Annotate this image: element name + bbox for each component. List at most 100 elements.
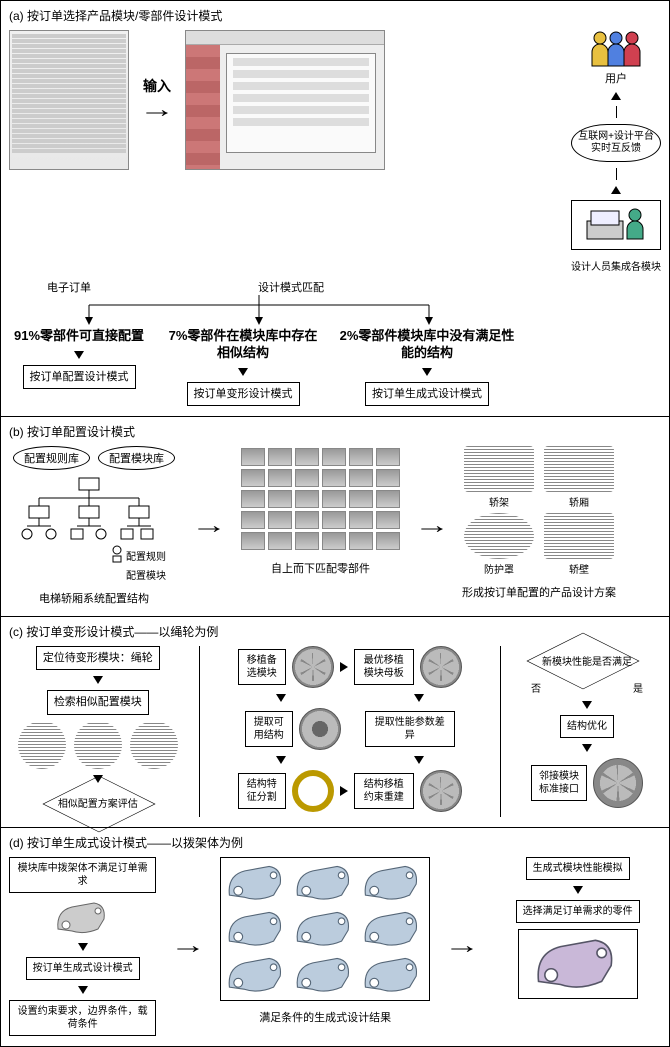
arrow-right-icon: → — [155, 932, 221, 960]
branches-row: 91%零部件可直接配置 按订单配置设计模式 7%零部件在模块库中存在相似结构 按… — [9, 328, 549, 406]
product-col: 轿架 防护罩 轿厢 轿壁 形成按订单配置的产品设计方案 — [462, 446, 616, 600]
arrow-up-icon — [611, 92, 621, 100]
vsep — [199, 646, 200, 817]
branch-1-mode: 按订单变形设计模式 — [187, 382, 300, 406]
arrow-up-2-icon — [611, 186, 621, 194]
d-mid: 满足条件的生成式设计结果 — [220, 857, 430, 1025]
branch-2-mode: 按订单生成式设计模式 — [365, 382, 489, 406]
section-d-row: 模块库中拨架体不满足订单需求 按订单生成式设计模式 设置约束要求，边界条件，载荷… — [9, 857, 661, 1036]
bracket-icon — [54, 899, 112, 937]
evaluate-text: 相似配置方案评估 — [58, 795, 138, 810]
wheel-icon — [593, 758, 643, 808]
config-left: 配置规则库 配置模块库 — [9, 446, 179, 606]
hatch-jiaobi — [544, 513, 614, 559]
hatch-jiaoxiang — [544, 446, 614, 492]
user-label: 用户 — [586, 70, 646, 86]
section-d-title: (d) 按订单生成式设计模式——以拨架体为例 — [9, 834, 661, 851]
arrow-down-icon — [582, 744, 592, 752]
extract-perf-box: 提取性能参数差异 — [365, 711, 455, 747]
wheel-icon — [299, 708, 341, 750]
arrow-down-icon — [414, 694, 424, 702]
input-label: 输入 — [143, 76, 171, 96]
section-b-title: (b) 按订单配置设计模式 — [9, 423, 661, 440]
branch-2-headline: 2%零部件模块库中没有满足性能的结构 — [337, 328, 517, 362]
rebuild-box: 结构移植约束重建 — [354, 773, 414, 809]
section-c: (c) 按订单变形设计模式——以绳轮为例 定位待变形模块：绳轮 检索相似配置模块… — [0, 616, 670, 828]
branch-1: 7%零部件在模块库中存在相似结构 按订单变形设计模式 — [163, 328, 323, 406]
select-box: 选择满足订单需求的零件 — [516, 900, 640, 923]
match-caption: 设计模式匹配 — [191, 279, 391, 295]
parts-grid — [239, 446, 402, 552]
label-jiaobi: 轿壁 — [569, 561, 589, 576]
ring-icon — [292, 770, 334, 812]
no-label: 否 — [531, 680, 541, 695]
newperf-diamond: 新模块性能是否满足 — [527, 646, 647, 674]
c-mid: 移植备选模块 最优移植模块母板 提取可用结构 提取性能参数差异 — [212, 646, 488, 812]
label-jiaoxiang: 轿厢 — [569, 494, 589, 509]
c-right: 新模块性能是否满足 否 是 结构优化 邻接模块标准接口 — [513, 646, 661, 808]
order-col — [9, 30, 129, 170]
designer-label: 设计人员集成各模块 — [571, 258, 661, 273]
wheel-icon — [420, 646, 462, 688]
caption1: 电梯轿厢系统配置结构 — [39, 590, 149, 606]
input-arrow-icon: → — [124, 96, 190, 124]
arrow-down-icon — [78, 943, 88, 951]
unsatisfied-box: 模块库中拨架体不满足订单需求 — [9, 857, 156, 893]
feature-box: 结构特征分割 — [238, 773, 286, 809]
hatch-jiaojia — [464, 446, 534, 492]
branch-0: 91%零部件可直接配置 按订单配置设计模式 — [9, 328, 149, 389]
order-screenshot — [9, 30, 129, 170]
arrow-down-icon — [93, 676, 103, 684]
arrow-right-icon — [340, 786, 348, 796]
match-screenshot — [185, 30, 385, 170]
evaluate-diamond: 相似配置方案评估 — [43, 789, 153, 817]
interface-box: 邻接模块标准接口 — [531, 765, 587, 801]
d-right: 生成式模块性能模拟 选择满足订单需求的零件 — [494, 857, 661, 999]
d-left: 模块库中拨架体不满足订单需求 按订单生成式设计模式 设置约束要求，边界条件，载荷… — [9, 857, 156, 1036]
arrow-down-icon — [414, 756, 424, 764]
cloud-text: 互联网+设计平台实时互反馈 — [578, 131, 654, 154]
arrow-right-icon: → — [399, 512, 465, 540]
best-box: 最优移植模块母板 — [354, 649, 414, 685]
optimize-box: 结构优化 — [560, 715, 614, 738]
caption2: 自上而下匹配零部件 — [271, 560, 370, 576]
arrow-down-icon — [422, 368, 432, 376]
selected-bracket-icon — [518, 929, 638, 999]
branch-0-headline: 91%零部件可直接配置 — [14, 328, 144, 345]
rule-lib: 配置规则库 — [13, 446, 90, 470]
parts-col: 自上而下匹配零部件 — [239, 446, 402, 576]
label-jiaojia: 轿架 — [489, 494, 509, 509]
match-col — [185, 30, 385, 170]
legend-rule: 配置规则 — [126, 548, 166, 563]
section-c-row: 定位待变形模块：绳轮 检索相似配置模块 相似配置方案评估 移植备选模块 最优移植… — [9, 646, 661, 817]
retrieve-box: 检索相似配置模块 — [47, 690, 149, 714]
simulate-box: 生成式模块性能模拟 — [526, 857, 630, 880]
section-d: (d) 按订单生成式设计模式——以拨架体为例 模块库中拨架体不满足订单需求 按订… — [0, 827, 670, 1047]
section-b: (b) 按订单配置设计模式 配置规则库 配置模块库 — [0, 416, 670, 617]
gen-results-grid — [220, 857, 430, 1001]
vsep — [500, 646, 501, 817]
section-a-title: (a) 按订单选择产品模块/零部件设计模式 — [9, 7, 661, 24]
branch-connector-icon — [29, 295, 489, 325]
branch-0-mode: 按订单配置设计模式 — [23, 365, 136, 389]
arrow-down-icon — [74, 351, 84, 359]
hatch-fanghu — [464, 513, 534, 559]
extract-struct-box: 提取可用结构 — [245, 711, 293, 747]
user-icon: 用户 — [586, 30, 646, 86]
order-caption: 电子订单 — [9, 279, 129, 295]
wheel-icon — [292, 646, 334, 688]
section-b-row: 配置规则库 配置模块库 — [9, 446, 661, 606]
constraints-box: 设置约束要求，边界条件，载荷条件 — [9, 1000, 156, 1036]
caption-row: 电子订单 设计模式匹配 — [9, 277, 661, 295]
yes-label: 是 — [633, 680, 643, 695]
arrow-right-icon: → — [429, 932, 495, 960]
locate-box: 定位待变形模块：绳轮 — [36, 646, 160, 670]
arrow-right-icon: → — [176, 512, 242, 540]
arrow-down-icon — [276, 694, 286, 702]
section-c-title: (c) 按订单变形设计模式——以绳轮为例 — [9, 623, 661, 640]
branch-2: 2%零部件模块库中没有满足性能的结构 按订单生成式设计模式 — [337, 328, 517, 406]
legend-module: 配置模块 — [126, 567, 166, 582]
wheel-icon — [420, 770, 462, 812]
arrow-down-icon — [78, 986, 88, 994]
transplant-box: 移植备选模块 — [238, 649, 286, 685]
